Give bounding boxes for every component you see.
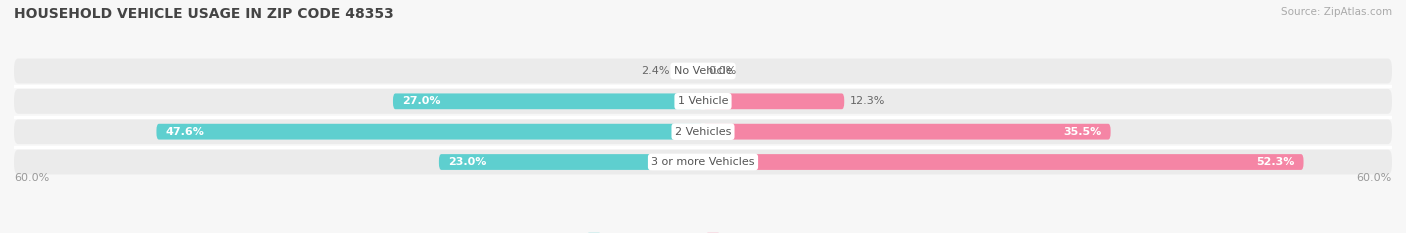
Text: 12.3%: 12.3%	[851, 96, 886, 106]
Text: 35.5%: 35.5%	[1063, 127, 1101, 137]
FancyBboxPatch shape	[14, 119, 1392, 144]
FancyBboxPatch shape	[439, 154, 703, 170]
Text: 60.0%: 60.0%	[1357, 173, 1392, 183]
Legend: Owner-occupied, Renter-occupied: Owner-occupied, Renter-occupied	[583, 229, 823, 233]
Text: 1 Vehicle: 1 Vehicle	[678, 96, 728, 106]
FancyBboxPatch shape	[14, 58, 1392, 83]
Text: 60.0%: 60.0%	[14, 173, 49, 183]
Text: 0.0%: 0.0%	[709, 66, 737, 76]
Text: 3 or more Vehicles: 3 or more Vehicles	[651, 157, 755, 167]
Text: 47.6%: 47.6%	[166, 127, 204, 137]
Text: 52.3%: 52.3%	[1256, 157, 1295, 167]
FancyBboxPatch shape	[675, 63, 703, 79]
FancyBboxPatch shape	[703, 154, 1303, 170]
Text: 23.0%: 23.0%	[449, 157, 486, 167]
Text: HOUSEHOLD VEHICLE USAGE IN ZIP CODE 48353: HOUSEHOLD VEHICLE USAGE IN ZIP CODE 4835…	[14, 7, 394, 21]
FancyBboxPatch shape	[156, 124, 703, 140]
Text: 2 Vehicles: 2 Vehicles	[675, 127, 731, 137]
FancyBboxPatch shape	[703, 93, 844, 109]
FancyBboxPatch shape	[14, 150, 1392, 175]
Text: Source: ZipAtlas.com: Source: ZipAtlas.com	[1281, 7, 1392, 17]
FancyBboxPatch shape	[14, 89, 1392, 114]
Text: 27.0%: 27.0%	[402, 96, 440, 106]
Text: No Vehicle: No Vehicle	[673, 66, 733, 76]
FancyBboxPatch shape	[392, 93, 703, 109]
Text: 2.4%: 2.4%	[641, 66, 669, 76]
FancyBboxPatch shape	[703, 124, 1111, 140]
